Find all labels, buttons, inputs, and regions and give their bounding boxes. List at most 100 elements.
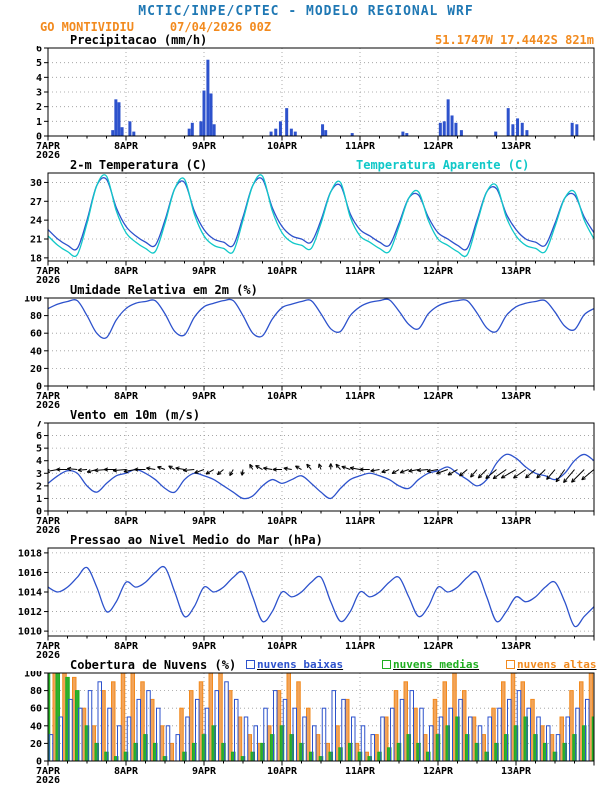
wind-arrow-icon <box>272 467 282 472</box>
svg-text:1: 1 <box>36 117 42 128</box>
svg-text:2026: 2026 <box>36 400 60 409</box>
wind-header: Vento em 10m (m/s) <box>0 409 612 421</box>
wind-arrow-icon <box>546 469 556 480</box>
svg-text:60: 60 <box>30 329 42 340</box>
svg-text:12APR: 12APR <box>423 266 454 277</box>
wind-arrow-icon <box>492 469 507 480</box>
svg-text:1012: 1012 <box>18 607 42 618</box>
gridlines <box>48 548 594 636</box>
wind-arrow-icon <box>112 468 127 473</box>
wind-arrow-icon <box>581 469 594 481</box>
svg-text:80: 80 <box>30 686 42 697</box>
svg-text:11APR: 11APR <box>345 391 376 402</box>
temperature-header: 2-m Temperatura (C) Temperatura Aparente… <box>0 159 612 171</box>
wind-series <box>48 453 594 500</box>
svg-text:12APR: 12APR <box>423 516 454 527</box>
svg-text:12APR: 12APR <box>423 766 454 777</box>
wind-arrow-icon <box>349 466 361 471</box>
svg-text:9APR: 9APR <box>192 641 217 652</box>
svg-text:9APR: 9APR <box>192 141 217 152</box>
legend-mid-clouds: nuvens medias <box>382 659 479 671</box>
svg-text:7APR: 7APR <box>36 266 61 277</box>
svg-text:6: 6 <box>36 46 42 55</box>
svg-text:1014: 1014 <box>18 588 42 599</box>
svg-text:4: 4 <box>36 456 42 467</box>
run-info-line: GO MONTIVIDIU 07/04/2026 00Z <box>0 20 612 34</box>
svg-text:11APR: 11APR <box>345 766 376 777</box>
panel-humidity: Umidade Relativa em 2m (%) 0 20 40 60 80 100 7… <box>0 284 612 409</box>
wind-arrow-icon <box>500 469 517 479</box>
temperature-series <box>48 174 594 258</box>
humidity-plot: 0 20 40 60 80 100 7APR 8APR 9APR 10APR 11APR 12APR 1… <box>24 296 595 409</box>
svg-text:24: 24 <box>30 216 42 227</box>
svg-text:10APR: 10APR <box>267 516 298 527</box>
svg-text:9APR: 9APR <box>192 516 217 527</box>
wind-arrow-icon <box>470 469 478 478</box>
wind-arrow-icon <box>381 469 390 474</box>
svg-text:8APR: 8APR <box>114 766 139 777</box>
pressure-title: Pressao ao Nivel Medio do Mar (hPa) <box>70 533 323 547</box>
page-title: MCTIC/INPE/CPTEC - MODELO REGIONAL WRF <box>138 4 474 19</box>
svg-text:13APR: 13APR <box>501 641 532 652</box>
svg-text:7APR: 7APR <box>36 641 61 652</box>
wind-arrow-icon <box>306 463 312 470</box>
wind-arrow-icon <box>447 469 458 476</box>
mid-clouds-label: nuvens medias <box>393 658 480 671</box>
wind-arrow-icon <box>56 467 68 472</box>
svg-text:100: 100 <box>24 296 42 305</box>
legend-low-clouds: nuvens baixas <box>246 659 343 671</box>
wind-arrow-icon <box>328 463 333 470</box>
legend-high-clouds: nuvens altas <box>506 659 596 671</box>
svg-text:7APR: 7APR <box>36 516 61 527</box>
svg-text:1016: 1016 <box>18 568 42 579</box>
svg-text:30: 30 <box>30 178 42 189</box>
low-clouds-swatch-icon <box>246 660 255 669</box>
wind-arrow-icon <box>477 469 488 479</box>
svg-text:13APR: 13APR <box>501 766 532 777</box>
svg-text:1018: 1018 <box>18 548 42 559</box>
svg-text:11APR: 11APR <box>345 141 376 152</box>
svg-text:60: 60 <box>30 704 42 715</box>
wind-arrow-icon <box>205 469 214 475</box>
wind-arrow-icon <box>157 465 166 470</box>
temperature-plot: 18 21 24 27 30 7APR 8APR 9APR 10APR 11APR 12APR 13A… <box>30 172 595 284</box>
wind-arrow-icon <box>341 465 351 470</box>
precipitation-header: Precipitacao (mm/h) 51.1747W 17.4442S 82… <box>0 34 612 46</box>
panel-precipitation: Precipitacao (mm/h) 51.1747W 17.4442S 82… <box>0 34 612 159</box>
wind-arrow-icon <box>183 468 195 473</box>
svg-text:2026: 2026 <box>36 650 60 659</box>
svg-text:40: 40 <box>30 346 42 357</box>
panel-wind: Vento em 10m (m/s) 0 1 2 3 4 5 6 7 7APR 8APR 9APR 1… <box>0 409 612 534</box>
wind-title: Vento em 10m (m/s) <box>70 408 201 422</box>
svg-text:8APR: 8APR <box>114 266 139 277</box>
svg-text:10APR: 10APR <box>267 766 298 777</box>
svg-text:13APR: 13APR <box>501 141 532 152</box>
svg-text:11APR: 11APR <box>345 641 376 652</box>
svg-text:2: 2 <box>36 481 42 492</box>
wind-arrow-icon <box>263 466 273 471</box>
wind-arrow-icon <box>563 469 575 483</box>
wind-arrow-icon <box>359 467 370 472</box>
wind-arrow-icon <box>229 469 234 476</box>
station-coordinates: 51.1747W 17.4442S 821m <box>435 33 594 47</box>
svg-text:7APR: 7APR <box>36 141 61 152</box>
station-name: GO MONTIVIDIU <box>40 20 134 34</box>
svg-text:9APR: 9APR <box>192 266 217 277</box>
svg-text:2026: 2026 <box>36 775 60 784</box>
wind-arrow-icon <box>146 466 156 471</box>
wind-arrow-icon <box>48 468 58 474</box>
humidity-header: Umidade Relativa em 2m (%) <box>0 284 612 296</box>
wind-arrow-icon <box>318 463 323 470</box>
wind-arrow-icon <box>399 469 409 474</box>
plot-frame <box>47 422 595 512</box>
svg-text:20: 20 <box>30 739 42 750</box>
svg-text:100: 100 <box>24 671 42 680</box>
wind-arrow-icon <box>175 466 185 471</box>
wind-arrow-icon <box>513 469 527 479</box>
svg-text:7: 7 <box>36 421 42 430</box>
humidity-title: Umidade Relativa em 2m (%) <box>70 283 258 297</box>
svg-text:7APR: 7APR <box>36 766 61 777</box>
svg-text:1: 1 <box>36 494 42 505</box>
clouds-series <box>48 673 594 761</box>
wind-arrow-icon <box>485 469 497 479</box>
